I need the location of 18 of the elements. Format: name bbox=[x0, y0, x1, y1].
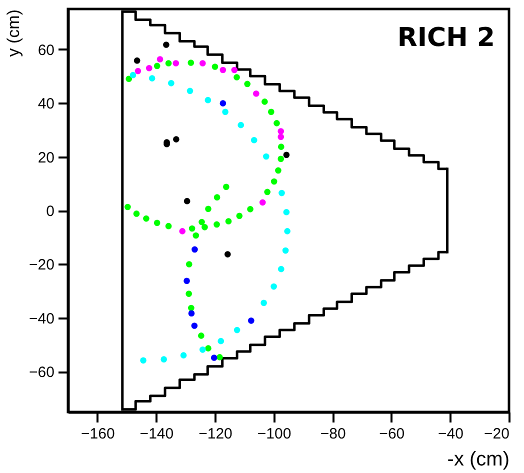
y-axis-title: y (cm) bbox=[4, 10, 24, 57]
x-tick-label: −140 bbox=[140, 426, 174, 442]
y-tick-label: 20 bbox=[38, 149, 54, 166]
x-axis-title: -x (cm) bbox=[447, 448, 510, 470]
y-tick-label: −20 bbox=[29, 256, 54, 274]
x-tick-label: −20 bbox=[484, 426, 510, 442]
x-tick-label: −100 bbox=[257, 426, 292, 442]
annotation: RICH 2 bbox=[397, 23, 495, 53]
x-tick-label: −120 bbox=[198, 426, 232, 442]
x-tick-label: −60 bbox=[379, 426, 405, 442]
x-tick-label: −40 bbox=[438, 426, 464, 442]
y-tick-label: −60 bbox=[29, 364, 54, 382]
x-tick-label: −80 bbox=[320, 426, 346, 442]
y-tick-label: −40 bbox=[29, 310, 54, 328]
y-tick-label: 0 bbox=[46, 203, 54, 220]
y-tick-label: 40 bbox=[38, 96, 54, 113]
y-tick-label: 60 bbox=[38, 42, 54, 59]
x-tick-label: −160 bbox=[81, 426, 115, 442]
